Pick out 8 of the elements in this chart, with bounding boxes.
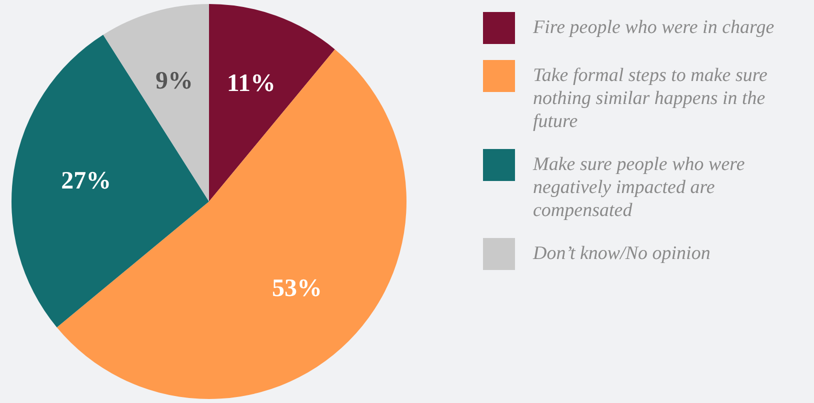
- legend-label: Fire people who were in charge: [533, 16, 776, 39]
- legend-label: Make sure people who were negatively impacted are compensated: [533, 153, 746, 222]
- data-label: 27%: [61, 167, 112, 194]
- data-label: 9%: [156, 67, 194, 94]
- data-label: 11%: [226, 70, 276, 97]
- data-label: 53%: [272, 274, 322, 302]
- legend-label: Take formal steps to make sure nothing similar happens in the future: [533, 64, 768, 133]
- legend-label: Don’t know/No opinion: [533, 242, 712, 265]
